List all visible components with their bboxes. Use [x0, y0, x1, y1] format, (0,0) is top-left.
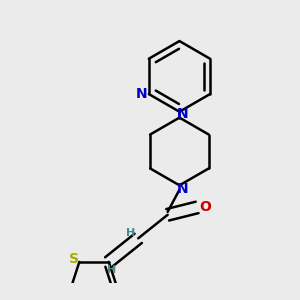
Text: N: N	[136, 87, 147, 101]
Text: N: N	[177, 107, 188, 121]
Text: O: O	[200, 200, 211, 214]
Text: H: H	[126, 228, 136, 238]
Text: S: S	[69, 252, 79, 266]
Text: N: N	[177, 182, 188, 196]
Text: H: H	[107, 265, 116, 275]
